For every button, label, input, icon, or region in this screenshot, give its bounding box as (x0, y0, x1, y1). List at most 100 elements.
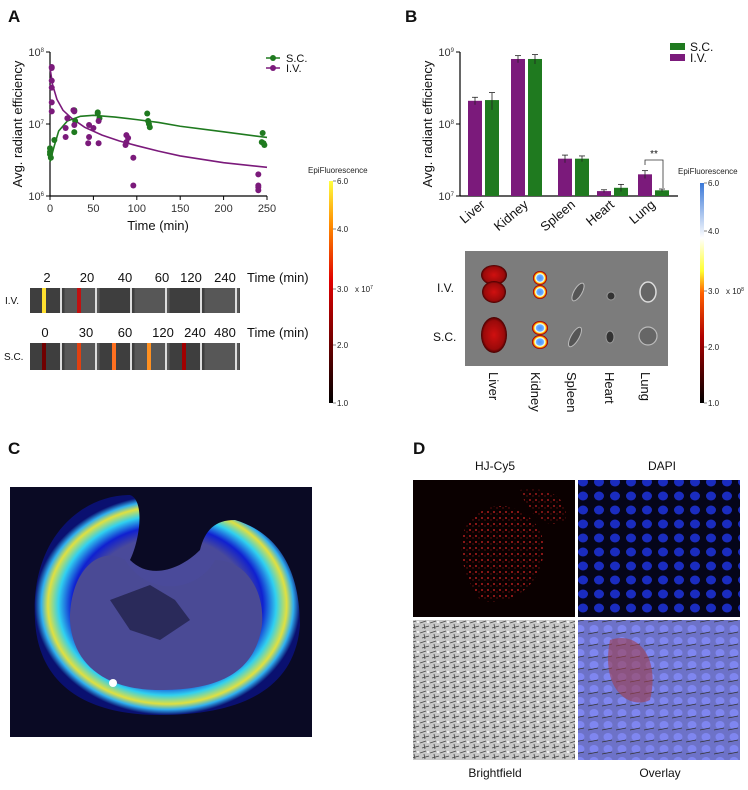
data-point (85, 140, 92, 147)
dapi-image (578, 480, 740, 617)
colorbar-multiplier: x 107 (355, 285, 373, 294)
fluorescence-signal (112, 343, 116, 370)
data-point (144, 110, 151, 117)
data-point (48, 84, 55, 91)
kidney-sc (532, 321, 548, 335)
time-label: 20 (80, 270, 94, 285)
legend-swatch (670, 54, 685, 61)
data-point (48, 108, 55, 115)
x-tick-label: 150 (171, 203, 189, 215)
chart-b: Avg. radiant efficiency 107 108 109 Liver Ki… (420, 40, 713, 234)
colorbar-tick-label: 1.0 (708, 399, 720, 408)
time-label: 60 (118, 325, 132, 340)
colorbar-tick-label: 1.0 (337, 399, 349, 408)
time-label: 40 (118, 270, 132, 285)
x-tick-label: 50 (87, 203, 99, 215)
liver-iv (482, 281, 506, 303)
data-point (130, 154, 137, 161)
iv-time-unit: Time (min) (247, 270, 309, 285)
data-point (261, 142, 268, 149)
tail-edge (165, 343, 167, 370)
bar-kidney-S.C. (528, 58, 542, 196)
bar-kidney-I.V. (511, 58, 525, 196)
data-point (86, 133, 93, 140)
y-tick-label: 109 (438, 47, 454, 59)
category-label: Lung (626, 197, 658, 227)
y-tick-label: 108 (28, 47, 44, 59)
brightfield-image (413, 620, 575, 760)
panel-label-c: C (8, 439, 20, 458)
title-hjcy5: HJ-Cy5 (475, 459, 515, 473)
data-point (62, 133, 69, 140)
data-point (86, 121, 93, 128)
mouse-tail-image (205, 288, 239, 313)
lung-sc (638, 326, 658, 346)
fit-line-S.C. (49, 114, 268, 162)
tail-edge (95, 343, 97, 370)
caption-overlay: Overlay (639, 766, 680, 780)
bar-heart-S.C. (614, 187, 628, 196)
kidney-iv (533, 285, 547, 299)
row-label-sc: S.C. (433, 330, 456, 344)
colorbar-tick-label: 6.0 (337, 177, 349, 186)
colorbar-tick-label: 3.0 (708, 287, 720, 296)
panel-label-b: B (405, 7, 417, 26)
organ-label: Lung (638, 372, 653, 401)
chart-a: Avg. radiant efficiency Time (min) 0 50 10… (10, 47, 307, 233)
title-dapi: DAPI (648, 459, 676, 473)
y-tick-label: 106 (28, 191, 44, 203)
tail-edge (60, 288, 62, 313)
kidney-sc (532, 335, 548, 349)
significance-label: ** (650, 149, 658, 160)
bar-heart-I.V. (597, 191, 611, 196)
legend-label: S.C. (286, 53, 307, 65)
bar-liver-S.C. (485, 100, 499, 196)
data-point (51, 136, 58, 143)
overlay-signal (608, 638, 653, 703)
mouse-tail-image (65, 343, 99, 370)
colorbar-tick-label: 4.0 (708, 227, 720, 236)
x-axis-label: Time (min) (127, 218, 189, 233)
mouse-tail-image (100, 343, 134, 370)
tail-edge (200, 343, 202, 370)
colorbar-tick-label: 2.0 (337, 341, 349, 350)
legend-marker (270, 65, 276, 71)
heart-sc (605, 330, 615, 344)
organ-label: Liver (486, 372, 501, 401)
time-label: 480 (214, 325, 236, 340)
colorbar-title: EpiFluorescence (678, 167, 738, 176)
mouse-tail-image (100, 288, 134, 313)
colorbar-tick-label: 6.0 (708, 179, 720, 188)
mouse-tail-image (30, 288, 64, 313)
time-label: 120 (152, 325, 174, 340)
tail-edge (165, 288, 167, 313)
y-tick-label: 107 (28, 119, 44, 131)
iv-strip-group: I.V. 2 20 40 60 120 240 Time (min) (5, 270, 309, 313)
fluorescence-signal (42, 343, 46, 370)
data-point (47, 154, 54, 161)
row-label-iv: I.V. (437, 281, 454, 295)
colorbar-tick-label: 3.0 (337, 285, 349, 294)
time-label: 2 (43, 270, 50, 285)
panel-label-a: A (8, 7, 20, 26)
data-point (90, 124, 97, 131)
legend-label: S.C. (690, 40, 713, 54)
legend-label: I.V. (286, 63, 302, 75)
colorbar-a: EpiFluorescence 6.0 4.0 3.0 x 107 2.0 1.0 (308, 166, 373, 408)
y-tick-label: 107 (438, 191, 454, 203)
category-label: Kidney (491, 196, 531, 233)
spleen-sc (568, 326, 582, 348)
mouse-tail-image (205, 343, 239, 370)
data-point (255, 187, 262, 194)
data-point (255, 171, 262, 178)
hotspot (109, 679, 117, 687)
mouse-tail-image (65, 288, 99, 313)
organ-label: Heart (602, 372, 617, 404)
fluorescence-signal (77, 343, 81, 370)
iv-strip-label: I.V. (5, 296, 19, 307)
sc-strip-group: S.C. 0 30 60 120 240 480 Time (min) (4, 325, 309, 370)
data-point (94, 110, 101, 117)
mouse-tail-image (135, 288, 169, 313)
bar-lung-I.V. (638, 174, 652, 196)
category-label: Liver (457, 196, 489, 226)
